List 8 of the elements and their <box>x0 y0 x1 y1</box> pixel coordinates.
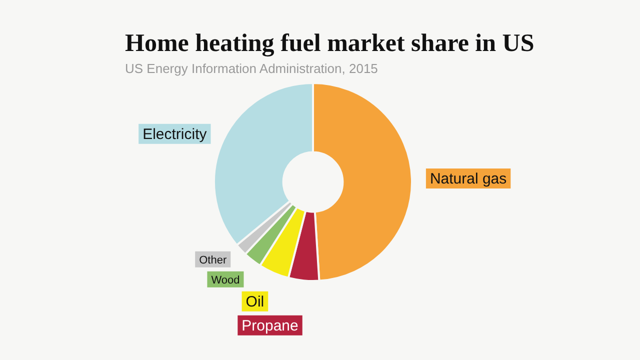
slice-label: Wood <box>211 274 240 286</box>
slice-label: Oil <box>246 293 264 310</box>
slice-label: Other <box>199 254 227 266</box>
slice-label: Propane <box>242 317 298 334</box>
chart-subtitle: US Energy Information Administration, 2015 <box>125 61 378 76</box>
slice-label: Electricity <box>142 126 208 144</box>
chart-title: Home heating fuel market share in US <box>125 30 534 58</box>
slice-label: Natural gas <box>430 170 507 188</box>
